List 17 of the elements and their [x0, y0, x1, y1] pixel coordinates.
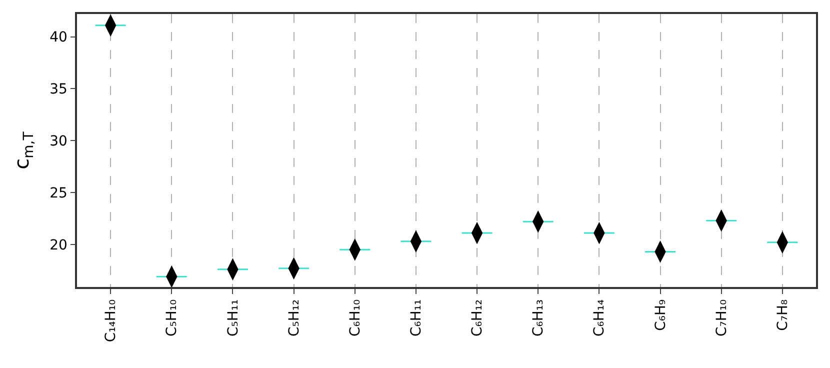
x-tick-label: C₅H₁₂ — [286, 299, 302, 336]
x-tick-label: C₁₄H₁₀ — [103, 298, 120, 342]
x-tick-label: C₆H₁₂ — [470, 299, 486, 336]
x-tick-label: C₇H₈ — [774, 298, 791, 331]
x-tick-label: C₆H₁₀ — [347, 298, 364, 336]
y-tick-label: 35 — [50, 82, 68, 98]
x-tick-label: C₅H₁₀ — [164, 298, 180, 336]
y-tick-label: 40 — [50, 30, 68, 46]
x-tick-label: C₆H₁₃ — [530, 299, 547, 336]
y-tick-label: 20 — [50, 237, 68, 254]
x-tick-label: C₆H₁₄ — [592, 298, 608, 336]
y-tick-label: 30 — [50, 134, 68, 150]
x-tick-label: C₆H₁₁ — [408, 299, 425, 336]
x-tick-label: C₅H₁₁ — [225, 299, 242, 336]
x-tick-label: C₆H₉ — [652, 298, 669, 331]
x-tick-label: C₇H₁₀ — [714, 298, 730, 336]
y-tick-label: 25 — [50, 185, 68, 202]
